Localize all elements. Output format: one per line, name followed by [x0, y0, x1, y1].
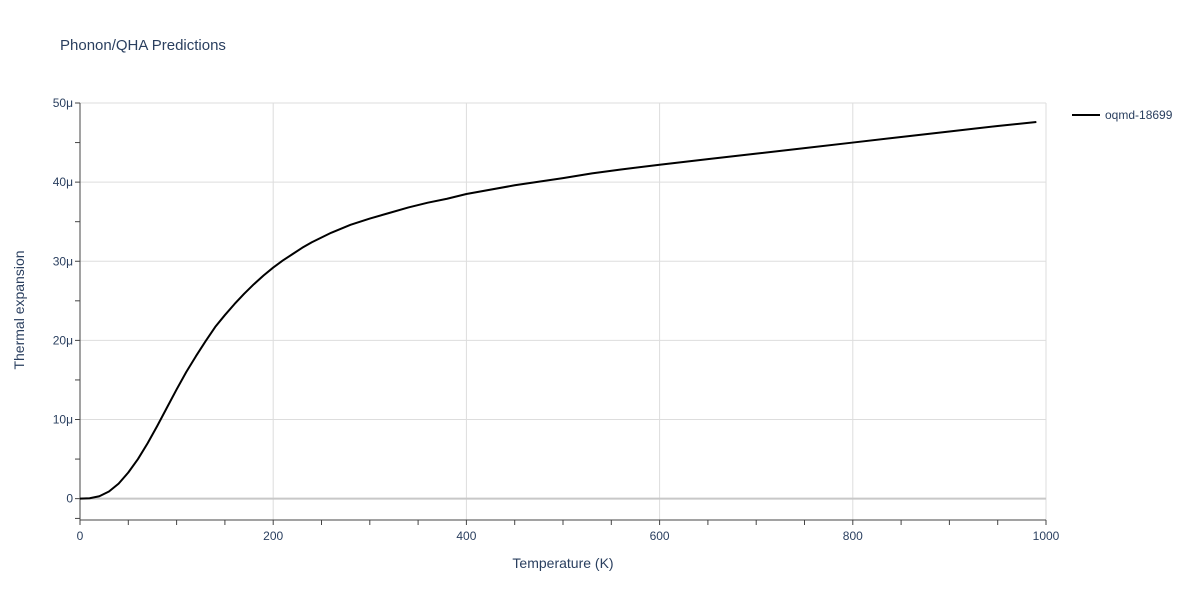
x-tick-label: 800: [843, 529, 863, 543]
chart-title: Phonon/QHA Predictions: [60, 37, 226, 54]
series-line-oqmd-18699: [79, 120, 1037, 500]
y-tick-label: 10μ: [53, 413, 73, 427]
y-tick-label: 40μ: [53, 175, 73, 189]
x-tick-label: 0: [77, 529, 84, 543]
legend[interactable]: oqmd-18699: [1072, 108, 1173, 122]
y-tick-label: 20μ: [53, 333, 73, 347]
legend-item[interactable]: oqmd-18699: [1072, 108, 1173, 122]
x-tick-label: 200: [263, 529, 283, 543]
x-tick-label: 600: [650, 529, 670, 543]
x-axis-title: Temperature (K): [512, 555, 613, 571]
legend-label: oqmd-18699: [1105, 108, 1173, 122]
y-tick-label: 50μ: [53, 96, 73, 110]
grid: [80, 102, 1047, 520]
y-tick-label: 0: [66, 492, 73, 506]
axes: 0 200 400 600 800 1000 0 10μ 20μ 30μ 40μ 50μ: [53, 96, 1060, 543]
y-tick-label: 30μ: [53, 254, 73, 268]
y-axis-title: Thermal expansion: [11, 250, 27, 369]
series-layer: [79, 120, 1037, 500]
x-tick-label: 1000: [1033, 529, 1060, 543]
x-tick-label: 400: [456, 529, 476, 543]
